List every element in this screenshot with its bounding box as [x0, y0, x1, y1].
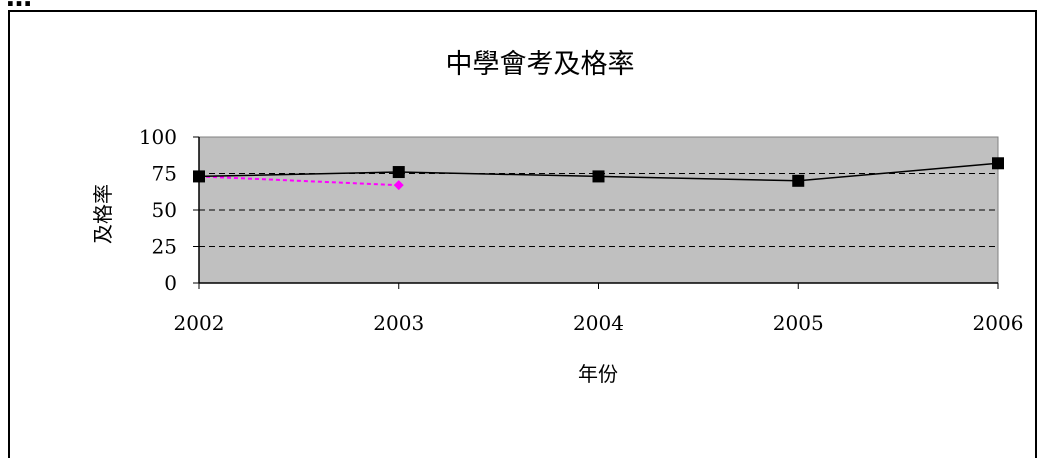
y-tick-label: 100	[139, 125, 177, 149]
y-tick-label: 75	[152, 162, 177, 186]
x-tick-label: 2003	[373, 311, 424, 335]
x-tick-label: 2004	[573, 311, 624, 335]
y-tick-label: 25	[152, 235, 177, 259]
series-line	[198, 175, 399, 187]
data-point-marker	[392, 166, 405, 179]
chart-title: 中學會考及格率	[446, 49, 635, 80]
data-point-marker	[193, 170, 205, 183]
data-point-marker	[592, 170, 605, 183]
x-tick-labels: 2002 2003 2004 2005 2006	[174, 311, 1024, 335]
y-tick-label: 0	[164, 271, 177, 295]
x-tick-label: 2005	[773, 311, 824, 335]
series-group	[193, 157, 1004, 191]
data-point-marker	[992, 157, 1004, 170]
plot-area	[198, 136, 999, 284]
page-header-text: …	[6, 0, 32, 12]
y-tick-labels: 0 25 50 75 100	[139, 125, 177, 295]
y-axis-label: 及格率	[91, 184, 115, 244]
x-tick-label: 2002	[174, 311, 225, 335]
x-axis-label: 年份	[578, 362, 618, 386]
page-header: …	[0, 0, 1052, 12]
x-tick-label: 2006	[973, 311, 1024, 335]
data-point-marker	[792, 174, 805, 187]
data-point-marker	[393, 180, 404, 191]
y-tick-label: 50	[152, 198, 177, 222]
